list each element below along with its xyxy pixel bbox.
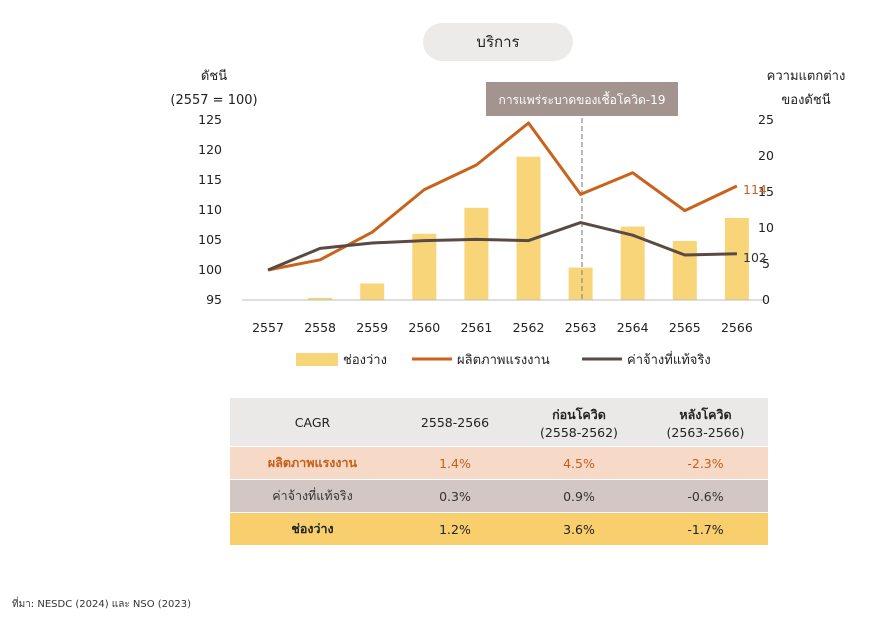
right-tick-label: 25 <box>758 112 774 127</box>
end-label-productivity: 114 <box>743 182 767 197</box>
left-tick-label: 110 <box>198 202 222 217</box>
left-tick-label: 105 <box>198 232 222 247</box>
legend-swatch-gap <box>296 353 338 366</box>
cagr-table: CAGR 2558-2566 ก่อนโควิด (2558-2562) หลั… <box>230 398 768 546</box>
legend-label-wage: ค่าจ้างที่แท้จริง <box>627 351 711 368</box>
bar-gap-2560 <box>412 233 437 300</box>
table-cell: -2.3% <box>643 446 768 480</box>
x-tick-label: 2559 <box>356 320 388 335</box>
row-label-wage: ค่าจ้างที่แท้จริง <box>230 479 395 513</box>
right-axis-title-2: ของดัชนี <box>781 92 830 108</box>
x-tick-label: 2557 <box>252 320 284 335</box>
bar-gap-2558 <box>308 297 333 300</box>
table-cell: 1.2% <box>395 512 515 546</box>
chart: ดัชนี (2557 = 100) ความแตกต่าง ของดัชนี … <box>170 68 846 368</box>
x-tick-label: 2564 <box>617 320 649 335</box>
x-tick-label: 2558 <box>304 320 336 335</box>
left-tick-label: 100 <box>198 262 222 277</box>
row-label-gap: ช่องว่าง <box>230 512 395 546</box>
x-tick-label: 2566 <box>721 320 753 335</box>
line-wage <box>267 221 737 272</box>
source-note: ที่มา: NESDC (2024) และ NSO (2023) <box>12 599 192 610</box>
table-cell: -0.6% <box>643 479 768 513</box>
table-cell: -1.7% <box>643 512 768 546</box>
left-tick-label: 120 <box>198 142 222 157</box>
left-axis-title-2: (2557 = 100) <box>170 93 257 108</box>
table-cell: 0.3% <box>395 479 515 513</box>
left-tick-label: 125 <box>198 112 222 127</box>
table-cell: 1.4% <box>395 446 515 480</box>
table-cell: 0.9% <box>515 479 643 513</box>
left-axis-title-1: ดัชนี <box>201 68 227 84</box>
right-tick-label: 0 <box>762 292 770 307</box>
table-cell: 3.6% <box>515 512 643 546</box>
table-row: ช่องว่าง 1.2% 3.6% -1.7% <box>230 512 768 546</box>
covid-annotation-box <box>486 82 678 116</box>
table-row: ผลิตภาพแรงงาน 1.4% 4.5% -2.3% <box>230 446 768 480</box>
header-pre-covid-range: (2558-2562) <box>540 424 618 440</box>
bar-gap-2566 <box>724 217 749 300</box>
right-tick-label: 20 <box>758 148 774 163</box>
header-post-covid: หลังโควิด (2563-2566) <box>643 398 768 447</box>
covid-annotation-label: การแพร่ระบาดของเชื้อโควิด-19 <box>499 91 666 107</box>
left-tick-label: 95 <box>206 292 222 307</box>
bar-gap-2559 <box>360 283 385 300</box>
legend-label-gap: ช่องว่าง <box>343 353 387 368</box>
bar-gap-2561 <box>464 207 489 300</box>
header-pre-covid: ก่อนโควิด (2558-2562) <box>515 398 643 447</box>
right-tick-label: 15 <box>758 184 774 199</box>
x-tick-label: 2561 <box>460 320 492 335</box>
x-tick-label: 2565 <box>669 320 701 335</box>
table-header-row: CAGR 2558-2566 ก่อนโควิด (2558-2562) หลั… <box>230 398 768 447</box>
header-pre-covid-title: ก่อนโควิด <box>552 406 606 422</box>
x-tick-label: 2560 <box>408 320 440 335</box>
chart-title: บริการ <box>423 23 573 61</box>
header-post-covid-title: หลังโควิด <box>679 406 732 422</box>
header-period-all: 2558-2566 <box>395 398 515 447</box>
x-tick-label: 2562 <box>513 320 545 335</box>
bar-gap-2563 <box>568 267 593 300</box>
header-cagr: CAGR <box>230 398 395 447</box>
x-tick-label: 2563 <box>565 320 597 335</box>
row-label-productivity: ผลิตภาพแรงงาน <box>230 446 395 480</box>
table-cell: 4.5% <box>515 446 643 480</box>
right-tick-label: 5 <box>762 256 770 271</box>
end-label-wage: 102 <box>743 250 767 265</box>
right-axis-title-1: ความแตกต่าง <box>767 69 846 84</box>
bar-gap-2565 <box>672 240 697 300</box>
right-tick-label: 10 <box>758 220 774 235</box>
legend-label-productivity: ผลิตภาพแรงงาน <box>457 353 550 368</box>
bar-gap-2562 <box>516 156 541 300</box>
left-tick-label: 115 <box>198 172 222 187</box>
header-post-covid-range: (2563-2566) <box>666 424 745 440</box>
table-row: ค่าจ้างที่แท้จริง 0.3% 0.9% -0.6% <box>230 479 768 513</box>
